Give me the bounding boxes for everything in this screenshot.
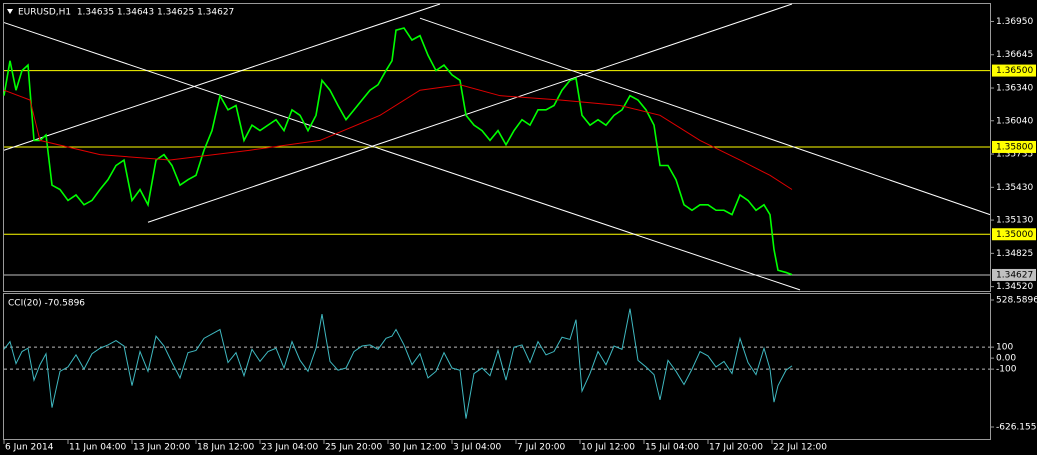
y-tick-label: 1.34825 — [996, 249, 1033, 259]
trendline — [3, 22, 801, 291]
x-tick-label: 7 Jul 20:00 — [517, 443, 566, 453]
x-tick-label: 10 Jul 12:00 — [581, 443, 635, 453]
y-tick-label: 1.35430 — [996, 183, 1033, 193]
cci-title: CCI(20) -70.5896 — [8, 299, 85, 309]
y-tick-label: 0.00 — [996, 354, 1016, 364]
menu-triangle[interactable] — [7, 9, 13, 14]
level-label: 1.35000 — [996, 230, 1033, 240]
level-label-box — [992, 64, 1036, 77]
level-label-box — [992, 228, 1036, 241]
level-label: 1.36500 — [996, 66, 1033, 76]
x-tick-label: 15 Jul 04:00 — [645, 443, 699, 453]
x-tick-label: 25 Jun 20:00 — [325, 443, 382, 453]
chart-title: EURUSD,H1 1.34635 1.34643 1.34625 1.3462… — [18, 8, 234, 18]
cci-panel-frame — [3, 293, 991, 440]
y-tick-label: 1.36340 — [996, 84, 1033, 94]
price-line — [3, 27, 793, 276]
level-label: 1.35800 — [996, 142, 1033, 152]
x-tick-label: 11 Jun 04:00 — [69, 443, 126, 453]
x-tick-label: 6 Jun 2014 — [5, 443, 54, 453]
y-tick-label: 528.5896 — [996, 296, 1037, 306]
main-panel-frame — [3, 3, 991, 292]
x-tick-label: 3 Jul 04:00 — [453, 443, 502, 453]
x-tick-label: 18 Jun 12:00 — [197, 443, 254, 453]
y-tick-label: 1.36040 — [996, 116, 1033, 126]
price-line — [3, 308, 793, 419]
trendline — [147, 3, 793, 223]
x-tick-label: 23 Jun 04:00 — [261, 443, 318, 453]
y-tick-label: 100 — [996, 343, 1013, 353]
trendline — [419, 17, 991, 216]
x-tick-label: 17 Jul 20:00 — [709, 443, 763, 453]
x-tick-label: 30 Jun 12:00 — [389, 443, 446, 453]
y-tick-label: 1.35735 — [996, 150, 1033, 160]
trendline — [3, 3, 441, 151]
level-label: 1.34627 — [996, 270, 1033, 280]
y-tick-label: -100 — [996, 365, 1017, 375]
x-tick-label: 13 Jun 20:00 — [133, 443, 190, 453]
y-tick-label: 1.36645 — [996, 50, 1033, 60]
y-tick-label: 1.34520 — [996, 282, 1033, 292]
level-label-box — [992, 140, 1036, 153]
y-tick-label: 1.35130 — [996, 216, 1033, 226]
y-tick-label: 1.36950 — [996, 17, 1033, 27]
indicator-line — [3, 84, 793, 190]
y-tick-label: -626.155 — [996, 423, 1036, 433]
level-label-box — [992, 268, 1036, 281]
x-tick-label: 22 Jul 12:00 — [773, 443, 827, 453]
